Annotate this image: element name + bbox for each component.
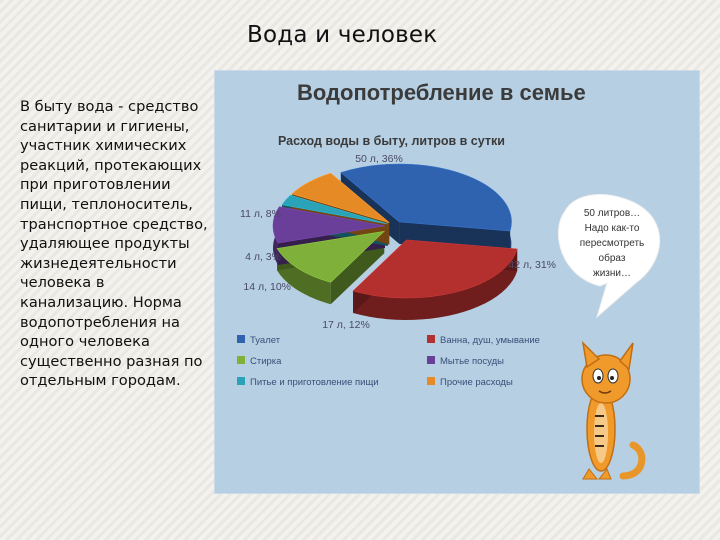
pie-slice-1	[340, 163, 512, 232]
legend-item-6: Прочие расходы	[427, 377, 513, 388]
chart-subtitle: Расход воды в быту, литров в сутки	[278, 134, 505, 148]
data-label-5: 4 л, 3%	[245, 251, 281, 263]
legend-label: Стирка	[250, 356, 282, 367]
legend-item-3: Питье и приготовление пищи	[237, 377, 379, 388]
legend-item-1: Туалет	[237, 335, 281, 346]
legend-swatch	[237, 335, 245, 343]
pie-slice-4	[272, 206, 386, 244]
legend-item-4: Ванна, душ, умывание	[427, 335, 540, 346]
speech-bubble: 50 литров… Надо как-то пересмотреть образ жи…	[557, 194, 661, 319]
pie-slice-6	[291, 172, 390, 223]
data-label-6: 11 л, 8%	[240, 208, 281, 220]
chart-panel: Водопотребление в семье Расход воды в бы…	[214, 70, 700, 494]
legend-item-5: Мытье посуды	[427, 356, 504, 367]
bubble-line-3: пересмотреть	[580, 238, 644, 249]
pie-slice-5	[281, 194, 388, 225]
legend-label: Мытье посуды	[440, 356, 504, 367]
pie-slice-3	[276, 230, 386, 283]
pie-chart: 50 л, 36% 42 л, 31% 17 л, 12% 14 л, 10% 4 л,…	[237, 153, 661, 480]
data-label-2: 42 л, 31%	[508, 259, 556, 271]
slide-body-text: В быту вода - средство санитарии и гигие…	[20, 98, 208, 390]
legend-label: Туалет	[250, 335, 281, 346]
data-label-4: 14 л, 10%	[243, 281, 291, 293]
legend-swatch	[237, 356, 245, 364]
bubble-line-1: 50 литров…	[584, 208, 640, 219]
data-label-1: 50 л, 36%	[355, 153, 403, 165]
data-label-3: 17 л, 12%	[322, 319, 370, 331]
legend-swatch	[237, 377, 245, 385]
pie-slice-2	[352, 239, 518, 299]
legend-label: Ванна, душ, умывание	[440, 335, 540, 346]
legend-label: Прочие расходы	[440, 377, 513, 388]
legend-label: Питье и приготовление пищи	[250, 377, 379, 388]
bubble-line-5: жизни…	[593, 268, 631, 279]
slide-title: Вода и человек	[247, 22, 438, 48]
legend-item-2: Стирка	[237, 356, 282, 367]
cat-illustration	[581, 340, 646, 480]
bubble-line-2: Надо как-то	[585, 223, 640, 234]
bubble-line-4: образ	[599, 252, 626, 264]
chart-title: Водопотребление в семье	[297, 80, 586, 105]
legend-swatch	[427, 356, 435, 364]
legend-swatch	[427, 377, 435, 385]
legend-swatch	[427, 335, 435, 343]
